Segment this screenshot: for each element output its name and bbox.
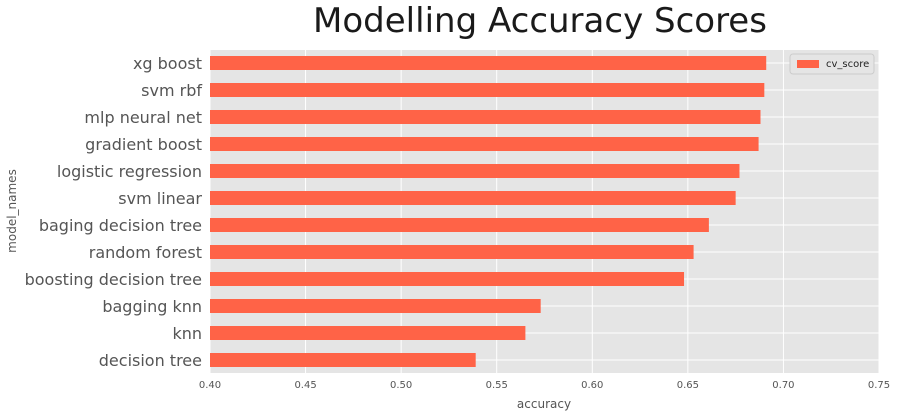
x-tick-label: 0.70 [772, 380, 794, 391]
x-tick-label: 0.75 [868, 380, 890, 391]
y-tick-label: decision tree [99, 351, 202, 370]
bar-gradient-boost [210, 137, 759, 151]
x-tick-label: 0.40 [199, 380, 221, 391]
legend-label: cv_score [826, 59, 869, 70]
y-tick-label: gradient boost [85, 135, 202, 154]
x-tick-label: 0.45 [294, 380, 316, 391]
bar-logistic-regression [210, 164, 740, 178]
legend: cv_score [789, 53, 875, 75]
x-tick-label: 0.65 [677, 380, 699, 391]
x-tick-label: 0.55 [486, 380, 508, 391]
y-tick-label: bagging knn [102, 297, 202, 316]
x-axis-label: accuracy [517, 397, 571, 411]
bar-decision-tree [210, 353, 476, 367]
y-tick-label: boosting decision tree [25, 270, 202, 289]
bar-boosting-decision-tree [210, 272, 685, 286]
y-tick-label: random forest [89, 243, 202, 262]
y-tick-label: knn [172, 324, 202, 343]
bar-mlp-neural-net [210, 110, 761, 124]
bar-knn [210, 326, 526, 340]
bar-bagging-knn [210, 299, 541, 313]
bar-baging-decision-tree [210, 218, 709, 232]
legend-box [789, 53, 875, 75]
y-tick-label: svm linear [118, 189, 202, 208]
x-tick-labels: 0.40 0.45 0.50 0.55 0.60 0.65 0.70 0.75 [199, 380, 890, 391]
y-tick-label: xg boost [133, 54, 202, 73]
y-axis-label: model_names [5, 169, 19, 253]
y-tick-label: svm rbf [141, 81, 202, 100]
y-tick-labels: xg boost svm rbf mlp neural net gradient bo… [25, 54, 203, 370]
legend-swatch [797, 60, 819, 68]
x-tick-label: 0.60 [581, 380, 603, 391]
bars-group [210, 56, 767, 367]
y-tick-label: mlp neural net [84, 108, 202, 127]
x-tick-label: 0.50 [390, 380, 412, 391]
bar-xg-boost [210, 56, 767, 70]
bar-svm-rbf [210, 83, 765, 97]
y-tick-label: logistic regression [57, 162, 202, 181]
y-tick-label: baging decision tree [39, 216, 202, 235]
bar-svm-linear [210, 191, 736, 205]
chart-title: Modelling Accuracy Scores [313, 1, 767, 41]
bar-random-forest [210, 245, 694, 259]
plot-area [210, 50, 879, 373]
